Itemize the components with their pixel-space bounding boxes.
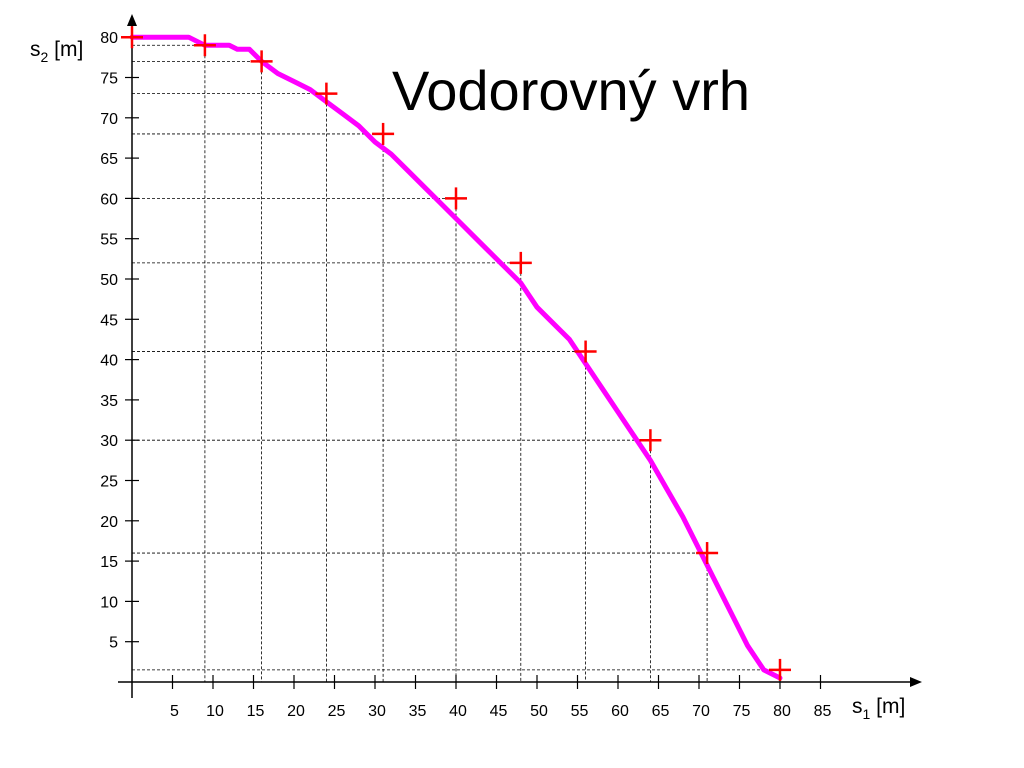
- x-tick-label: 10: [206, 703, 224, 720]
- x-tick-label: 5: [170, 703, 179, 720]
- x-tick-label: 15: [247, 703, 265, 720]
- data-point-marker: [639, 429, 662, 452]
- x-tick-label: 65: [652, 703, 670, 720]
- y-tick-label: 65: [100, 151, 118, 168]
- y-tick-label: 80: [100, 30, 118, 47]
- x-tick-label: 30: [368, 703, 386, 720]
- data-point-marker: [509, 251, 532, 274]
- data-point-marker: [250, 50, 273, 73]
- y-tick-label: 60: [100, 191, 118, 208]
- data-point-marker: [121, 26, 143, 49]
- x-tick-label: 60: [611, 703, 629, 720]
- y-tick-label: 40: [100, 353, 118, 370]
- y-tick-label: 5: [109, 635, 118, 652]
- y-axis-label: s2 [m]: [30, 38, 83, 65]
- y-tick-label: 55: [100, 232, 118, 249]
- y-tick-label: 25: [100, 474, 118, 491]
- x-tick-label: 40: [449, 703, 467, 720]
- y-tick-label: 75: [100, 71, 118, 88]
- x-tick-label: 25: [328, 703, 346, 720]
- series: [129, 34, 783, 681]
- data-point-marker: [372, 122, 395, 145]
- ticks: 5 10 15 20 25 30 35 40 45 50 55 60 65 70 75 80 85 5 10 15 20…: [100, 30, 831, 720]
- y-axis-arrow: [127, 14, 137, 26]
- guide-lines: [132, 44, 781, 682]
- y-tick-label: 50: [100, 272, 118, 289]
- x-tick-label: 50: [530, 703, 548, 720]
- trajectory-line: [129, 34, 783, 681]
- x-tick-label: 35: [409, 703, 427, 720]
- y-tick-label: 70: [100, 111, 118, 128]
- markers: [121, 26, 791, 681]
- y-tick-label: 15: [100, 554, 118, 571]
- data-point-marker: [769, 658, 791, 681]
- x-tick-label: 45: [490, 703, 508, 720]
- x-axis-label: s1 [m]: [852, 695, 905, 722]
- x-tick-label: 55: [571, 703, 589, 720]
- y-tick-label: 20: [100, 514, 118, 531]
- x-tick-label: 85: [814, 703, 832, 720]
- y-tick-label: 10: [100, 594, 118, 611]
- x-tick-label: 80: [773, 703, 791, 720]
- data-point-marker: [445, 187, 467, 210]
- x-tick-label: 70: [692, 703, 710, 720]
- y-tick-label: 35: [100, 393, 118, 410]
- y-tick-label: 30: [100, 433, 118, 450]
- axis-labels: s2 [m] s1 [m]: [30, 38, 905, 722]
- y-tick-label: 45: [100, 312, 118, 329]
- x-tick-label: 75: [733, 703, 751, 720]
- x-axis-arrow: [910, 677, 922, 687]
- data-point-marker: [315, 82, 338, 105]
- data-point-marker: [696, 542, 719, 565]
- data-point-marker: [574, 340, 597, 363]
- data-point-marker: [193, 34, 216, 57]
- axes: [118, 14, 922, 698]
- x-tick-label: 20: [287, 703, 305, 720]
- chart-title: Vodorovný vrh: [392, 59, 750, 122]
